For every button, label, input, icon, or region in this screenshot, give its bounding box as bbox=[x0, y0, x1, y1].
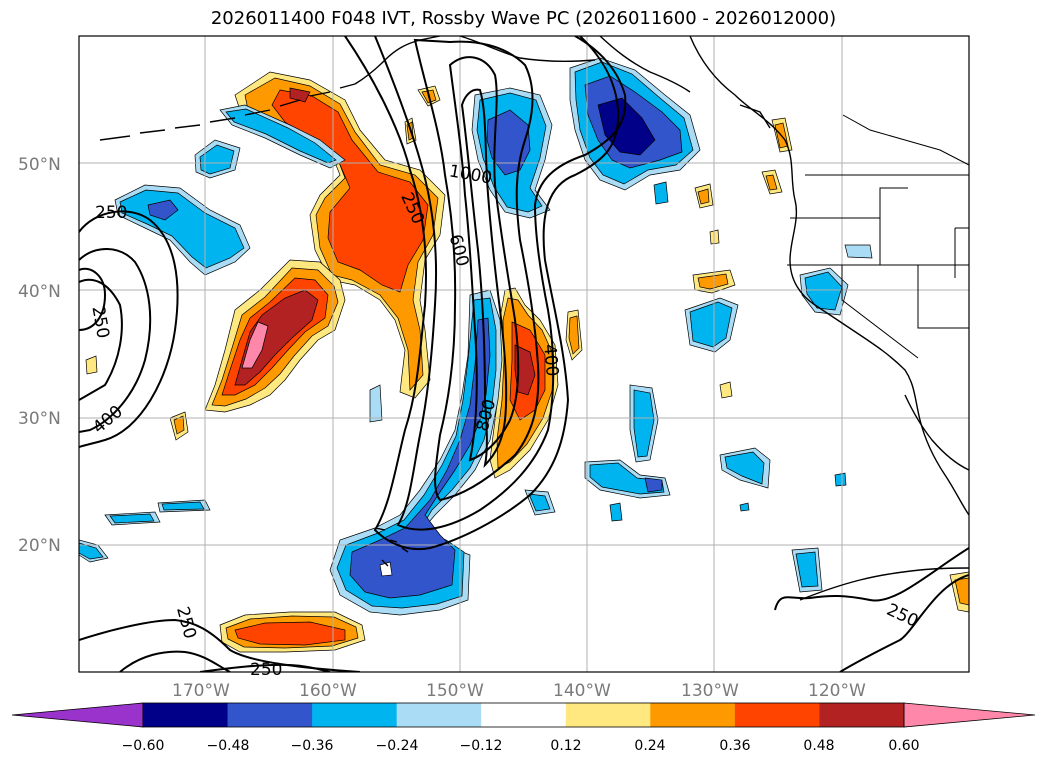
colorbar-bin bbox=[227, 703, 313, 727]
positive-anomaly-regions bbox=[85, 71, 969, 653]
map-frame bbox=[78, 35, 970, 673]
colorbar-bin bbox=[819, 703, 905, 727]
map-title: 2026011400 F048 IVT, Rossby Wave PC (202… bbox=[210, 8, 837, 29]
political-borders bbox=[787, 114, 969, 359]
contour-label: 400 bbox=[539, 343, 562, 377]
longitude-labels: 170°W 160°W 150°W 140°W 130°W 120°W bbox=[172, 681, 866, 701]
colorbar-tick-label: 0.60 bbox=[888, 738, 919, 754]
contour-labels: 250 250 250 400 600 1000 400 800 250 250… bbox=[87, 161, 921, 680]
colorbar-bin bbox=[650, 703, 736, 727]
colorbar-tick-label: −0.60 bbox=[122, 738, 165, 754]
anomaly-cool-ribbon bbox=[329, 289, 503, 616]
lon-label: 140°W bbox=[553, 681, 611, 701]
colorbar-frame bbox=[142, 702, 905, 728]
colorbar-tick-label: −0.12 bbox=[460, 738, 503, 754]
colorbar-extension-min bbox=[11, 702, 144, 728]
colorbar-tick-label: −0.48 bbox=[207, 738, 250, 754]
lat-label: 40°N bbox=[18, 282, 61, 302]
colorbar-bin bbox=[565, 703, 651, 727]
colorbar-tick-label: 0.48 bbox=[803, 738, 834, 754]
colorbar-tick-label: −0.36 bbox=[291, 738, 334, 754]
colorbar-tick-labels: −0.60 −0.48 −0.36 −0.24 −0.12 0.12 0.24 … bbox=[122, 738, 920, 754]
lon-label: 130°W bbox=[681, 681, 739, 701]
colorbar-bin bbox=[734, 703, 820, 727]
colorbar-bin bbox=[312, 703, 398, 727]
colorbar-tick-label: 0.36 bbox=[719, 738, 750, 754]
lon-label: 150°W bbox=[426, 681, 484, 701]
lat-label: 30°N bbox=[18, 409, 61, 429]
lat-label: 20°N bbox=[18, 536, 61, 556]
graticule bbox=[79, 36, 969, 672]
latitude-labels: 50°N 40°N 30°N 20°N bbox=[18, 155, 61, 556]
lon-label: 170°W bbox=[172, 681, 230, 701]
colorbar-tick-label: 0.24 bbox=[634, 738, 665, 754]
coastlines bbox=[99, 36, 969, 601]
colorbar-extension-max bbox=[903, 702, 1036, 728]
colorbar bbox=[11, 702, 1036, 728]
colorbar-bin bbox=[143, 703, 229, 727]
colorbar-bin bbox=[481, 703, 567, 727]
contour-label: 250 bbox=[95, 203, 127, 223]
ivt-contours bbox=[79, 36, 969, 672]
colorbar-bin bbox=[396, 703, 482, 727]
colorbar-tick-label: 0.12 bbox=[550, 738, 581, 754]
lon-label: 120°W bbox=[808, 681, 866, 701]
lon-label: 160°W bbox=[299, 681, 357, 701]
lat-label: 50°N bbox=[18, 155, 61, 175]
colorbar-tick-label: −0.24 bbox=[376, 738, 419, 754]
contour-label: 250 bbox=[250, 660, 282, 680]
